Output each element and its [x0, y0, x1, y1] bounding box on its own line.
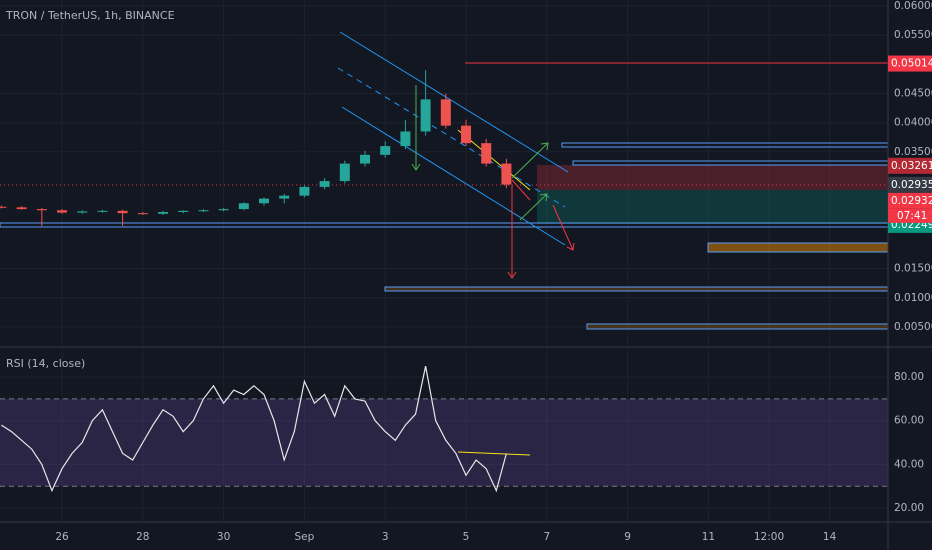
price-label: 0.02935 — [891, 179, 932, 191]
candle-body — [400, 131, 411, 147]
candle-body — [218, 209, 229, 211]
candle-body — [420, 99, 431, 132]
price-label-box — [888, 55, 932, 72]
x-tick-label: 11 — [702, 531, 715, 543]
candle-body — [137, 213, 148, 215]
candle-body — [158, 212, 169, 214]
price-label: 0.03261 — [891, 160, 932, 172]
candle-body — [117, 210, 128, 214]
countdown-box — [888, 208, 932, 223]
candle-body — [380, 146, 391, 155]
grid — [0, 0, 888, 522]
level-box — [572, 160, 889, 166]
candle-body — [259, 198, 270, 204]
channel-line — [341, 106, 566, 246]
candle-body — [198, 210, 209, 212]
y-tick-label: 40.00 — [894, 458, 924, 470]
candle-body — [481, 143, 492, 164]
arrow — [511, 142, 549, 179]
stop-zone — [537, 165, 888, 190]
candle-body — [319, 181, 330, 187]
arrow — [511, 179, 575, 251]
candle-body — [299, 186, 310, 196]
candle-body — [97, 210, 108, 212]
candle-body — [360, 154, 371, 164]
candle-body — [339, 163, 350, 182]
x-tick-label: 14 — [823, 531, 837, 543]
candle-body — [238, 203, 249, 210]
candle-body — [57, 210, 68, 213]
channel-mid — [337, 67, 566, 208]
x-tick-label: 28 — [136, 531, 149, 543]
candle-body — [178, 210, 189, 213]
x-tick-label: 12:00 — [754, 531, 784, 543]
candle-body — [440, 99, 451, 126]
price-label: 0.02932 — [891, 195, 932, 207]
rsi-line — [1, 365, 507, 493]
price-label: 0.05014 — [891, 58, 932, 70]
candle-body — [77, 211, 88, 213]
y-tick-label: 20.00 — [894, 502, 924, 514]
rsi-band — [0, 398, 888, 487]
level-box — [384, 286, 889, 292]
candle-body — [16, 207, 27, 210]
indicator-title: RSI (14, close) — [6, 357, 85, 370]
level-box — [586, 323, 889, 330]
drawings — [0, 31, 889, 456]
y-tick-label: 60.00 — [894, 415, 924, 427]
x-tick-label: 3 — [382, 531, 389, 543]
x-tick-label: 30 — [217, 531, 230, 543]
x-tick-label: 26 — [55, 531, 69, 543]
level-box — [707, 242, 889, 253]
price-label-box — [888, 176, 932, 193]
rsi-trend-line — [457, 451, 531, 456]
candle-body — [501, 163, 512, 185]
price-label-box — [888, 192, 932, 209]
candle-body — [461, 125, 472, 144]
x-tick-label: 5 — [463, 531, 470, 543]
channel-line — [339, 31, 569, 173]
arrow — [507, 185, 517, 279]
price-label-box — [888, 157, 932, 174]
x-tick-label: Sep — [295, 531, 315, 543]
arrow — [519, 193, 548, 221]
candle-body — [0, 206, 7, 208]
candle-body — [36, 209, 47, 211]
level-box — [561, 142, 889, 148]
x-tick-label: 7 — [543, 531, 550, 543]
candle-body — [279, 195, 290, 199]
y-tick-label: 80.00 — [894, 371, 924, 383]
target-zone — [537, 190, 888, 224]
chart-title: TRON / TetherUS, 1h, BINANCE — [5, 9, 175, 22]
countdown: 07:41 — [897, 210, 927, 222]
arrow — [411, 85, 421, 171]
x-tick-label: 9 — [624, 531, 631, 543]
